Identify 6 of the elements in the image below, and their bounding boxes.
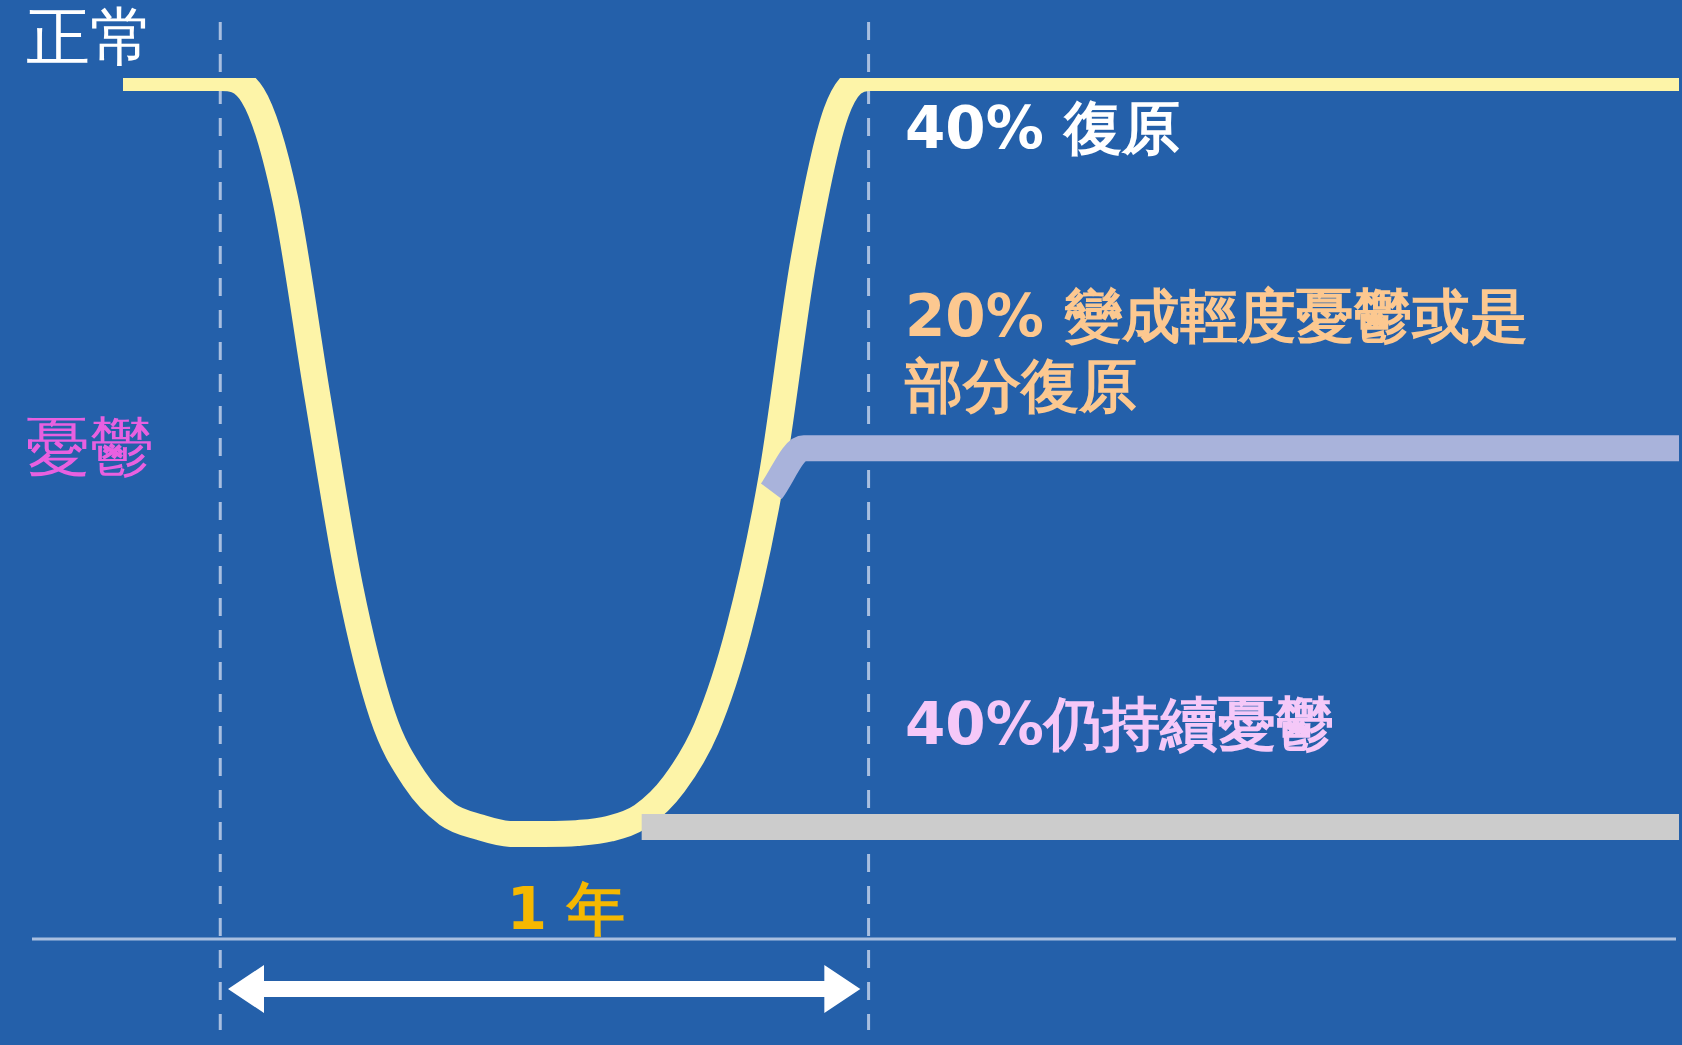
text: 正常 [26, 0, 154, 74]
annotation: 40%仍持續憂鬱 [905, 690, 1334, 759]
annotation: 憂鬱 [26, 409, 154, 484]
annotation: 40% 復原 [905, 94, 1181, 163]
annotation: 20% 變成輕度憂鬱或是部分復原 [904, 282, 1529, 421]
annotation: 1 年 [506, 875, 626, 944]
